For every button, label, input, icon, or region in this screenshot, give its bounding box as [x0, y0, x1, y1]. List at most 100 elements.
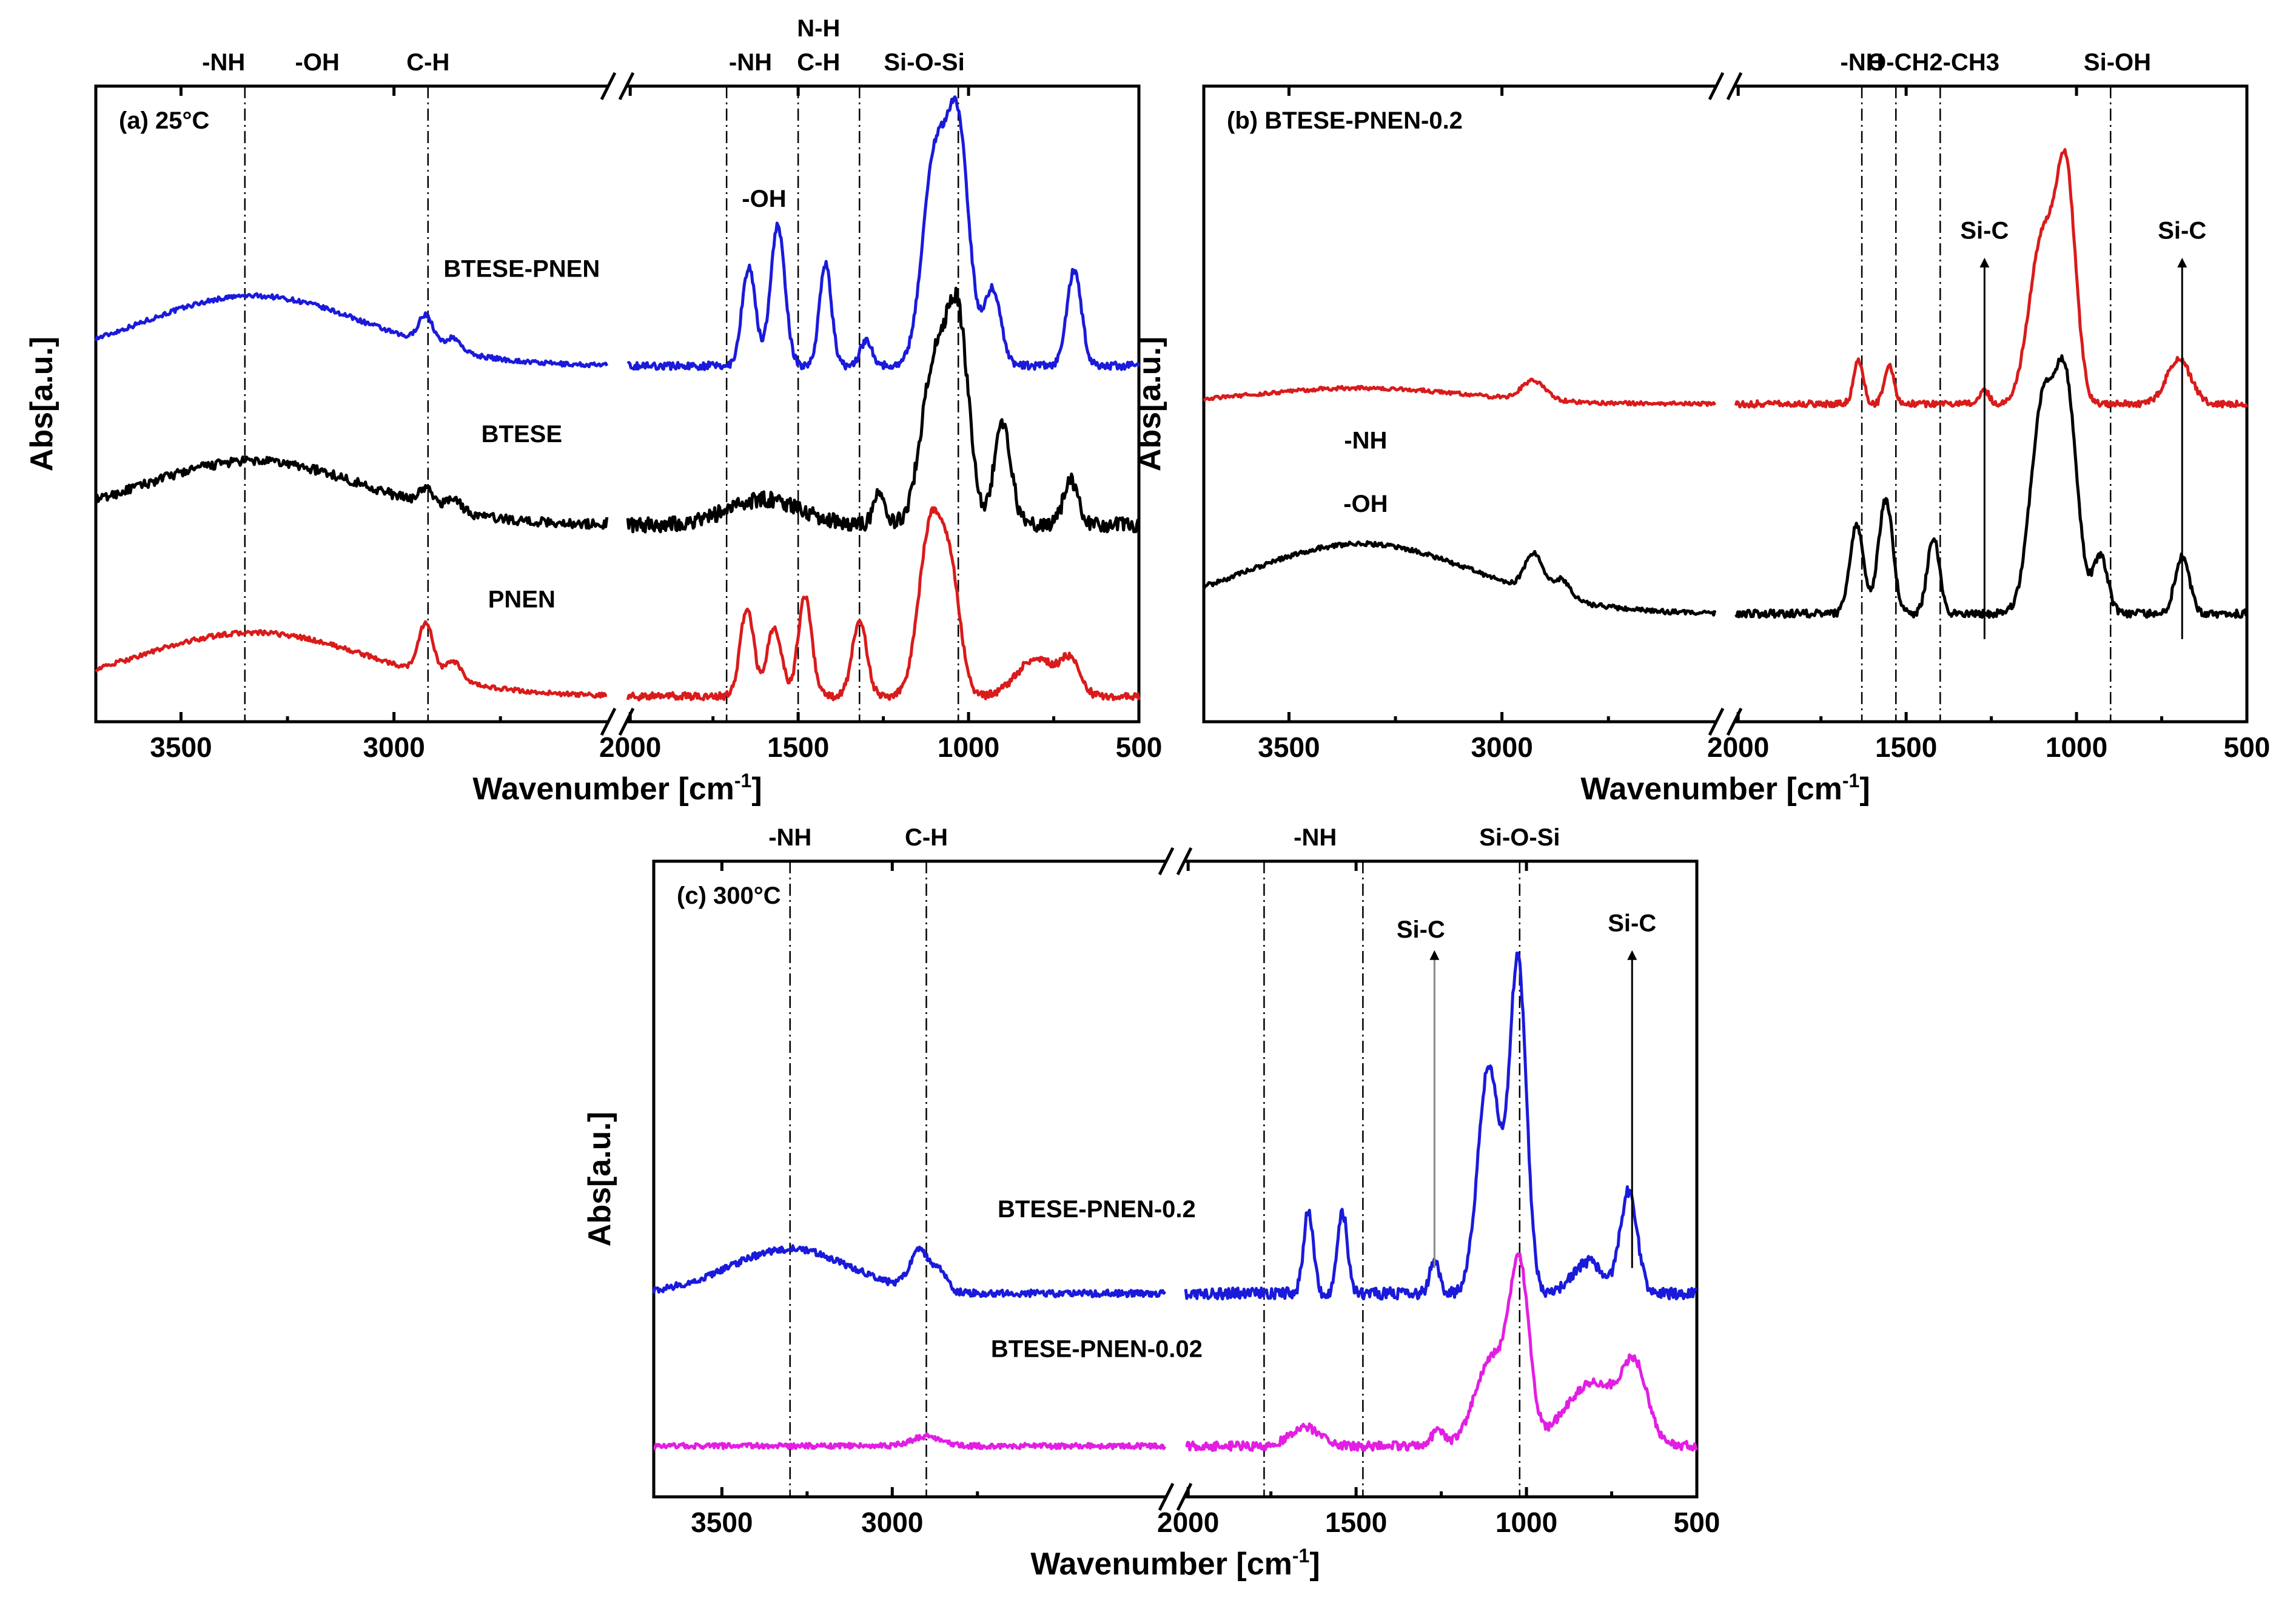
y-axis-label: Abs[a.u.]	[582, 1112, 617, 1246]
inline-label: Si-C	[1608, 910, 1656, 936]
x-axis-label-end: ]	[1859, 771, 1870, 807]
y-axis-label: Abs[a.u.]	[1132, 337, 1167, 471]
panel-title: (b) BTESE-PNEN-0.2	[1227, 107, 1463, 134]
si-c-arrow-head	[1979, 257, 1990, 267]
spectrum-line-btese-pnen-0-02	[1185, 1252, 1698, 1452]
plot-frame	[652, 859, 1699, 1499]
x-axis-label-sup: -1	[734, 770, 751, 791]
band-annotation: -NH	[768, 824, 811, 851]
band-annotation: C-H	[905, 824, 948, 851]
band-annotation: -NH	[1841, 49, 1884, 76]
x-tick-label: 3000	[1471, 731, 1532, 763]
x-tick-label: 500	[2224, 731, 2271, 763]
spectrum-line-25-c	[1734, 354, 2249, 619]
axis-break-mark	[600, 72, 617, 101]
band-annotation: Si-O-Si	[1479, 824, 1560, 851]
spectrum-line-btese-pnen-0-02	[653, 1432, 1167, 1450]
axis-break-mark	[1708, 72, 1725, 101]
band-annotation: C-H	[797, 49, 840, 76]
x-tick-label: 1000	[2046, 731, 2107, 763]
spectrum-line-btese-pnen-0-2	[1184, 951, 1697, 1301]
band-annotation: N-H	[797, 15, 840, 42]
x-axis-label-main: Wavenumber [cm	[472, 771, 734, 807]
axis-break-gap	[1717, 717, 1734, 727]
series-label: BTESE	[482, 421, 562, 448]
x-tick-label: 3000	[861, 1507, 923, 1538]
x-tick-label: 2000	[599, 731, 661, 763]
si-c-arrow-head	[2177, 257, 2187, 267]
x-tick-label: 500	[1116, 731, 1163, 763]
band-annotation: -NH	[729, 49, 772, 76]
x-axis-label-main: Wavenumber [cm	[1030, 1547, 1292, 1582]
plot-frame	[94, 84, 1141, 724]
band-annotation: -NH	[202, 49, 245, 76]
inline-label: BTESE-PNEN-0.02	[991, 1336, 1203, 1362]
spectrum-line-300-c	[1203, 377, 1716, 408]
panel-title: (c) 300°C	[677, 882, 781, 909]
x-tick-label: 1500	[767, 731, 829, 763]
spectrum-line-btese-pnen	[94, 292, 609, 369]
x-tick-label: 1500	[1875, 731, 1937, 763]
band-annotation: -OH	[295, 49, 340, 76]
x-tick-label: 3000	[363, 731, 425, 763]
spectrum-line-pnen	[626, 506, 1141, 702]
inline-label: -OH	[742, 186, 786, 212]
si-c-arrow-head	[1429, 950, 1440, 960]
si-c-arrow-head	[1627, 950, 1637, 960]
inline-label: BTESE-PNEN-0.2	[998, 1196, 1196, 1223]
y-axis-label: Abs[a.u.]	[24, 337, 59, 471]
axis-break-mark	[1726, 72, 1743, 101]
band-annotation: O-CH2-CH3	[1867, 49, 1999, 76]
x-tick-label: 1000	[938, 731, 999, 763]
plot-frame	[1202, 84, 2249, 724]
x-tick-label: 3500	[691, 1507, 753, 1538]
axis-break-gap	[1717, 81, 1734, 91]
panel-title: (a) 25°C	[119, 107, 209, 134]
x-axis-label: Wavenumber [cm-1]	[1030, 1545, 1320, 1582]
spectrum-line-300-c	[1734, 148, 2249, 409]
band-annotation: -NH	[1294, 824, 1337, 851]
spectrum-line-btese-pnen	[626, 95, 1141, 371]
x-axis-label-main: Wavenumber [cm	[1580, 771, 1842, 807]
panel-a: 3500 3000 2000 1500 1000 500 Wavenumber [cm-1]…	[24, 15, 1162, 807]
spectrum-line-btese	[94, 455, 609, 530]
inline-label: -NH	[1344, 427, 1387, 454]
axis-break-mark	[1176, 847, 1193, 876]
axis-break-mark	[1158, 847, 1175, 876]
x-tick-label: 500	[1674, 1507, 1720, 1538]
x-axis-label-sup: -1	[1842, 770, 1859, 791]
band-annotation: Si-O-Si	[884, 49, 964, 76]
x-tick-label: 1500	[1325, 1507, 1387, 1538]
inline-label: Si-C	[2158, 218, 2206, 244]
inline-label: -OH	[1343, 491, 1388, 517]
x-tick-label: 3500	[1258, 731, 1320, 763]
spectrum-line-btese-pnen-0-2	[652, 1244, 1166, 1299]
x-axis-label-end: ]	[1309, 1547, 1320, 1582]
panel-c: 3500 3000 2000 1500 1000 500 Wavenumber [cm-1]…	[582, 824, 1720, 1582]
x-axis-label-sup: -1	[1292, 1545, 1309, 1567]
axis-break-mark	[600, 707, 617, 736]
x-tick-label: 3500	[150, 731, 212, 763]
axis-break-gap	[1167, 1492, 1184, 1502]
x-tick-label: 2000	[1157, 1507, 1219, 1538]
axis-break-gap	[609, 81, 626, 91]
axis-break-mark	[1708, 707, 1725, 736]
inline-label: Si-C	[1397, 916, 1445, 943]
band-annotation: Si-OH	[2084, 49, 2151, 76]
spectrum-line-25-c	[1202, 540, 1717, 617]
panel-b: 3500 3000 2000 1500 1000 500 Wavenumber [cm-1]…	[1132, 49, 2270, 807]
axis-break-gap	[609, 717, 626, 727]
x-tick-label: 2000	[1707, 731, 1769, 763]
spectrum-line-pnen	[95, 620, 608, 699]
spectrum-line-btese	[626, 286, 1141, 534]
x-axis-label: Wavenumber [cm-1]	[1580, 770, 1870, 807]
series-label: PNEN	[488, 586, 556, 613]
axis-break-gap	[1167, 856, 1184, 866]
x-tick-label: 1000	[1495, 1507, 1557, 1538]
band-annotation: C-H	[406, 49, 449, 76]
x-axis-label-end: ]	[751, 771, 762, 807]
inline-label: Si-C	[1960, 218, 2009, 244]
axis-break-mark	[618, 72, 635, 101]
series-label: BTESE-PNEN	[443, 255, 600, 282]
